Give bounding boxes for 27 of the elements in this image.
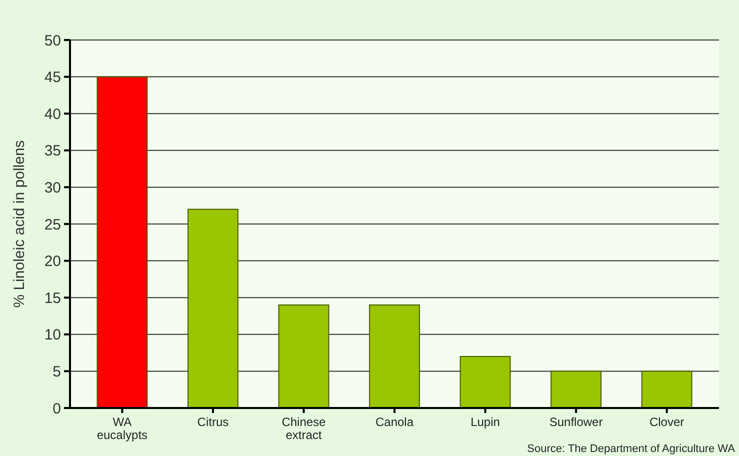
x-tick-label: Lupin	[470, 415, 500, 429]
x-tick-label: Clover	[649, 415, 684, 429]
bar	[188, 208, 238, 408]
y-tick-label: 10	[44, 326, 61, 344]
x-tick-label: Sunflower	[549, 415, 603, 429]
source-note: Source: The Department of Agriculture WA	[527, 443, 736, 455]
bar	[550, 370, 602, 408]
bar	[96, 76, 148, 408]
y-tick-label: 5	[52, 363, 61, 380]
x-tick-label: Citrus	[197, 415, 229, 429]
y-tick-label: 25	[44, 216, 61, 234]
y-tick-label: 35	[44, 142, 61, 160]
x-tick-label: Canola	[375, 415, 414, 429]
y-tick-label: 30	[44, 179, 61, 196]
bar	[460, 356, 511, 408]
bar	[641, 370, 692, 408]
bar	[369, 304, 420, 408]
x-tick-label: Chinese extract	[282, 415, 326, 442]
y-tick-label: 0	[52, 400, 61, 418]
y-tick-label: 40	[44, 106, 61, 123]
y-axis-title: % Linoleic acid in pollens	[11, 140, 28, 308]
x-tick-label: WA eucalypts	[96, 415, 148, 442]
y-tick-label: 20	[44, 253, 61, 270]
y-tick-label: 45	[44, 69, 61, 86]
bar	[278, 304, 330, 408]
y-tick-label: 50	[44, 32, 61, 50]
y-tick-label: 15	[44, 290, 61, 307]
